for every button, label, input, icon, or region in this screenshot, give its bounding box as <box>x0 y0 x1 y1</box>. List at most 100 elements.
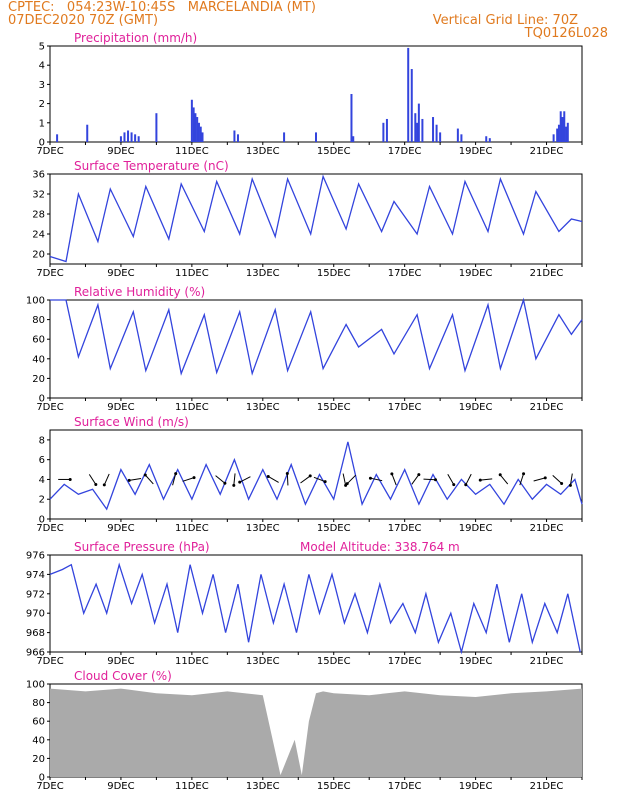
wind-arrow-head <box>345 482 349 486</box>
y-tick-label: 20 <box>32 754 45 765</box>
wind-arrow-head <box>498 473 502 477</box>
precip-bar <box>197 122 200 142</box>
y-tick-label: 2 <box>39 99 45 110</box>
precip-bar <box>416 122 419 142</box>
x-tick-label: 11DEC <box>175 523 209 534</box>
y-tick-label: 100 <box>26 296 45 307</box>
y-tick-label: 0 <box>39 515 45 526</box>
wind-arrow <box>239 476 251 483</box>
wind-arrow-head <box>452 483 456 487</box>
y-tick-label: 0 <box>39 138 45 149</box>
x-tick-label: 21DEC <box>530 781 564 792</box>
precip-bar <box>435 124 438 142</box>
precip-bar <box>421 118 424 142</box>
wind-arrow <box>144 474 154 485</box>
panel-title: Surface Pressure (hPa) <box>74 540 210 554</box>
wind-arrow <box>286 473 289 486</box>
wind-arrow-head <box>433 478 437 482</box>
y-tick-label: 1 <box>39 118 45 129</box>
series-line <box>49 562 581 655</box>
x-tick-label: 17DEC <box>388 146 422 157</box>
x-tick-label: 15DEC <box>317 656 351 667</box>
precip-bar <box>350 94 353 142</box>
precip-bar <box>127 130 130 142</box>
wind-arrow <box>391 473 397 486</box>
precip-bar <box>485 136 488 142</box>
cloud-area <box>50 688 582 777</box>
x-tick-label: 13DEC <box>246 146 280 157</box>
x-tick-label: 15DEC <box>317 523 351 534</box>
precip-bar <box>460 134 463 142</box>
y-tick-label: 80 <box>32 315 45 326</box>
precip-bar <box>137 136 140 142</box>
wind-arrow <box>103 473 110 486</box>
y-tick-label: 972 <box>26 589 45 600</box>
x-tick-label: 9DEC <box>107 146 134 157</box>
x-tick-label: 19DEC <box>459 781 493 792</box>
x-tick-label: 11DEC <box>175 146 209 157</box>
y-tick-label: 60 <box>32 717 45 728</box>
precip-bar <box>86 124 89 142</box>
wind-arrow <box>480 478 493 481</box>
wind-arrow <box>519 473 525 486</box>
x-tick-label: 13DEC <box>246 781 280 792</box>
x-tick-label: 9DEC <box>107 402 134 413</box>
wind-arrow <box>346 474 357 485</box>
precip-bar <box>199 126 202 142</box>
x-tick-label: 19DEC <box>459 402 493 413</box>
precip-bar <box>119 136 122 142</box>
wind-arrow <box>215 475 226 484</box>
x-tick-label: 21DEC <box>530 146 564 157</box>
precip-bar <box>190 99 193 142</box>
x-tick-label: 15DEC <box>317 268 351 279</box>
y-tick-label: 28 <box>32 210 45 221</box>
x-tick-label: 13DEC <box>246 523 280 534</box>
y-tick-label: 0 <box>39 394 45 405</box>
wind-arrow <box>569 473 573 486</box>
wind-arrow <box>182 477 195 482</box>
y-tick-label: 970 <box>26 609 45 620</box>
x-tick-label: 21DEC <box>530 402 564 413</box>
y-tick-label: 80 <box>32 698 45 709</box>
x-tick-label: 11DEC <box>175 656 209 667</box>
precip-bar <box>556 128 559 142</box>
x-tick-label: 9DEC <box>107 656 134 667</box>
x-tick-label: 7DEC <box>36 781 63 792</box>
precip-bar <box>130 132 133 142</box>
precip-bar <box>134 134 137 142</box>
y-tick-label: 976 <box>26 551 45 562</box>
y-tick-label: 100 <box>26 680 45 691</box>
panel-frame <box>49 173 583 265</box>
wind-arrow-head <box>102 483 106 487</box>
series-line <box>49 174 583 263</box>
x-tick-label: 17DEC <box>388 402 422 413</box>
y-tick-label: 6 <box>39 455 45 466</box>
y-tick-label: 974 <box>26 570 45 581</box>
precip-bar <box>155 113 158 142</box>
wind-arrow <box>267 476 279 483</box>
panel-title: Precipitation (mm/h) <box>74 31 197 45</box>
y-tick-label: 20 <box>32 374 45 385</box>
precip-bar <box>123 132 126 142</box>
x-tick-label: 7DEC <box>36 268 63 279</box>
wind-arrow-head <box>174 472 178 476</box>
precip-bar <box>382 122 385 142</box>
x-tick-label: 7DEC <box>36 146 63 157</box>
y-tick-label: 24 <box>32 230 45 241</box>
x-tick-label: 11DEC <box>175 402 209 413</box>
wind-arrow <box>313 476 326 483</box>
precip-bar <box>488 138 491 142</box>
x-tick-label: 17DEC <box>388 268 422 279</box>
x-tick-label: 21DEC <box>530 523 564 534</box>
series-line <box>50 297 583 376</box>
x-tick-label: 19DEC <box>459 523 493 534</box>
y-tick-label: 8 <box>39 435 45 446</box>
header-vertical-grid: Vertical Grid Line: 70Z <box>432 13 578 28</box>
wind-arrow <box>465 473 472 486</box>
wind-arrow <box>233 473 236 486</box>
wind-arrow-head <box>464 483 468 487</box>
panel-frame <box>49 299 583 399</box>
wind-arrow <box>552 475 562 484</box>
wind-arrow-head <box>127 478 131 482</box>
precip-bar <box>196 117 199 142</box>
